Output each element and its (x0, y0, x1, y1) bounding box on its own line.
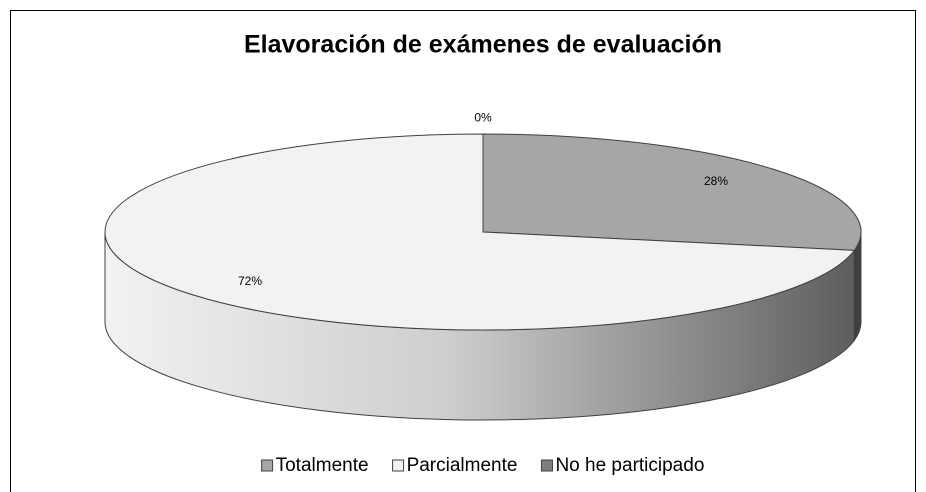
data-label: 0% (474, 110, 492, 124)
pie-slice (482, 133, 862, 251)
legend-label: Totalmente (276, 455, 369, 476)
legend-swatch (261, 459, 274, 472)
legend-swatch (392, 459, 405, 472)
legend-label: Parcialmente (407, 455, 518, 476)
chart-title: Elavoración de exámenes de evaluación (244, 31, 722, 59)
pie-slice (104, 133, 856, 331)
data-label: 72% (238, 274, 262, 288)
data-label: 28% (704, 174, 728, 188)
legend-swatch (540, 459, 553, 472)
legend-label: No he participado (555, 455, 704, 476)
